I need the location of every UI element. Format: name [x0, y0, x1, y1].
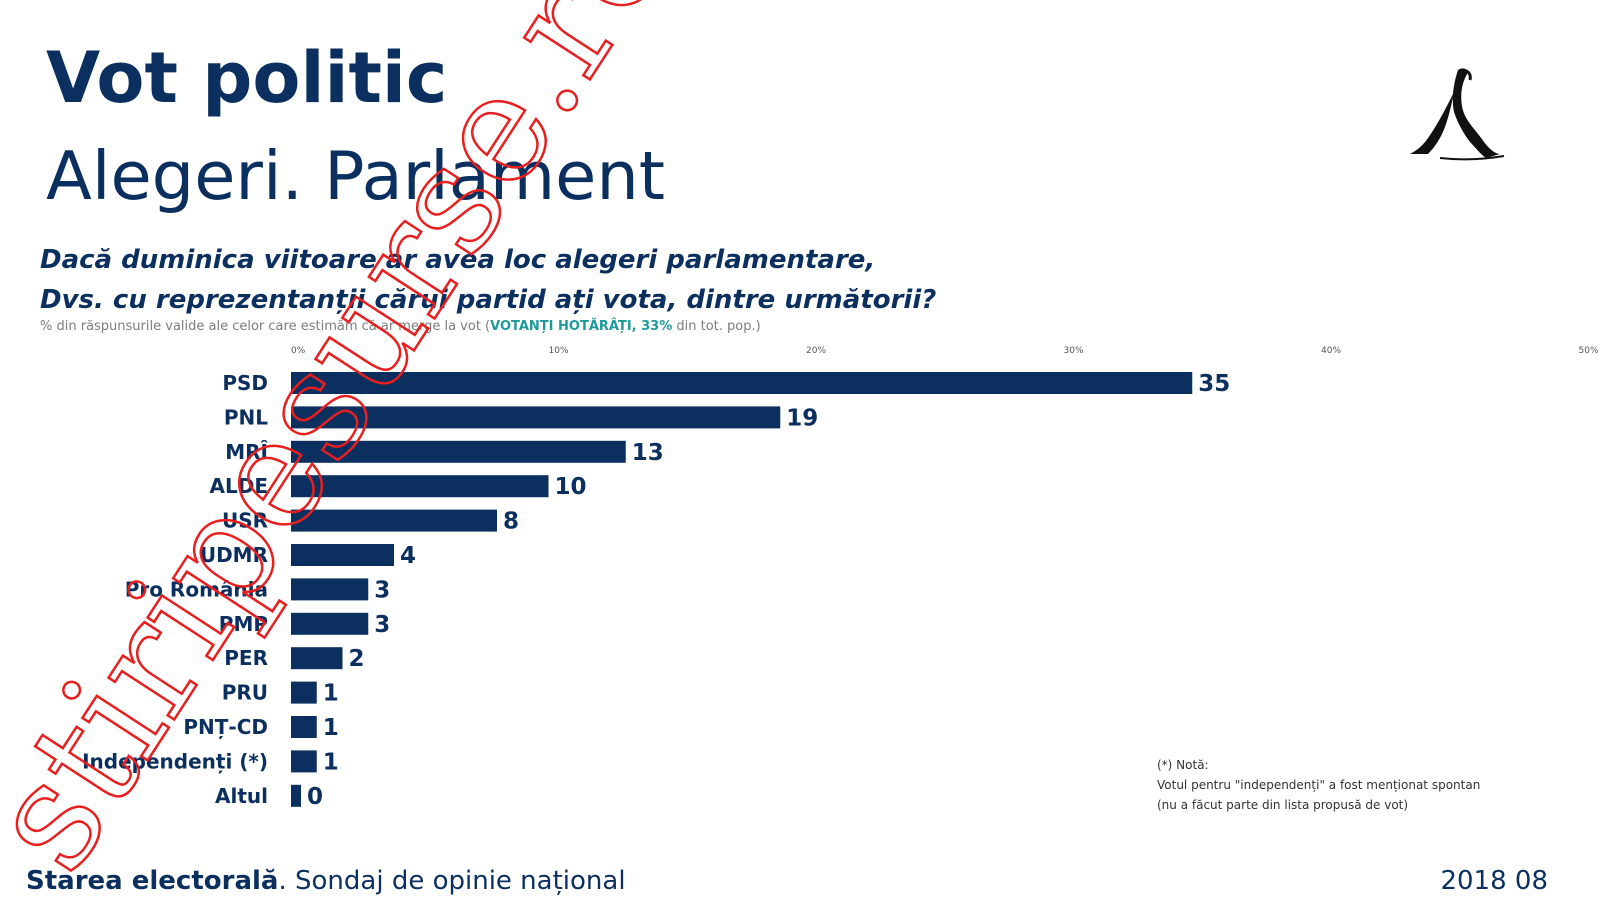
bar — [291, 406, 781, 429]
category-label: PER — [224, 646, 268, 670]
data-label: 1 — [323, 715, 339, 741]
bar — [291, 750, 317, 773]
footer-source-bold: Starea electorală — [26, 866, 279, 896]
x-axis-ticks: 0% 10% 20% 30% 40% 50% — [291, 346, 1599, 356]
x-tick-label: 20% — [806, 346, 826, 356]
category-label: PNL — [224, 405, 268, 429]
bar — [291, 784, 301, 807]
footnote-line-3: (nu a făcut parte din lista propusă de v… — [1157, 798, 1409, 812]
category-label: Independenți (*) — [82, 749, 268, 773]
data-label: 1 — [323, 681, 339, 707]
bar — [291, 372, 1193, 394]
bar — [291, 578, 369, 601]
data-label: 35 — [1198, 371, 1230, 397]
base-note-highlight: VOTANȚI HOTĂRÂȚI, 33% — [490, 319, 673, 334]
footnote-line-1: (*) Notă: — [1157, 758, 1209, 772]
survey-question-line-1: Dacă duminica viitoare ar avea loc alege… — [40, 245, 876, 275]
x-tick-label: 30% — [1064, 346, 1084, 356]
category-label: PRU — [222, 681, 268, 705]
bar — [291, 647, 343, 670]
category-label: UDMR — [200, 543, 268, 567]
page-subtitle: Alegeri. Parlament — [46, 137, 666, 215]
bar — [291, 681, 317, 704]
base-note: % din răspunsurile valide ale celor care… — [40, 319, 761, 334]
bar — [291, 509, 497, 532]
data-label: 13 — [632, 440, 664, 466]
data-label: 4 — [400, 543, 416, 569]
data-label: 3 — [374, 612, 390, 638]
category-label: Pro România — [125, 577, 268, 601]
bar — [291, 544, 394, 566]
data-label: 1 — [323, 749, 339, 775]
category-label: USR — [222, 509, 268, 533]
bar — [291, 440, 626, 463]
category-label: MRÎ — [225, 440, 268, 464]
category-label: PSD — [222, 371, 268, 395]
x-tick-label: 0% — [291, 346, 306, 356]
data-label: 3 — [374, 577, 390, 603]
category-label: ALDE — [210, 474, 269, 498]
x-tick-label: 50% — [1579, 346, 1599, 356]
category-label: PMP — [219, 612, 268, 636]
data-label: 8 — [503, 509, 519, 535]
x-tick-label: 10% — [549, 346, 569, 356]
category-label: PNȚ-CD — [183, 715, 268, 739]
footer-source: Starea electorală. Sondaj de opinie nați… — [26, 866, 626, 896]
footnote-line-2: Votul pentru "independenți" a fost menți… — [1157, 778, 1481, 792]
survey-question-line-2: Dvs. cu reprezentanții cărui partid ați … — [40, 285, 937, 315]
base-note-suffix: din tot. pop.) — [672, 319, 761, 334]
data-label: 0 — [307, 784, 323, 810]
data-label: 19 — [786, 405, 818, 431]
survey-question: Dacă duminica viitoare ar avea loc alege… — [40, 240, 936, 320]
footer-date: 2018 08 — [1440, 866, 1548, 896]
bar — [291, 475, 549, 498]
bar — [291, 716, 317, 738]
data-label: 2 — [349, 646, 365, 672]
x-tick-label: 40% — [1321, 346, 1341, 356]
footnote: (*) Notă: Votul pentru "independenți" a … — [1157, 755, 1480, 815]
category-label: Altul — [215, 784, 268, 808]
base-note-prefix: % din răspunsurile valide ale celor care… — [40, 319, 491, 334]
footer-source-rest: . Sondaj de opinie național — [278, 866, 626, 896]
brand-logo-icon — [1410, 68, 1505, 161]
page-title: Vot politic — [46, 37, 448, 119]
bar — [291, 612, 369, 635]
data-label: 10 — [555, 474, 587, 500]
